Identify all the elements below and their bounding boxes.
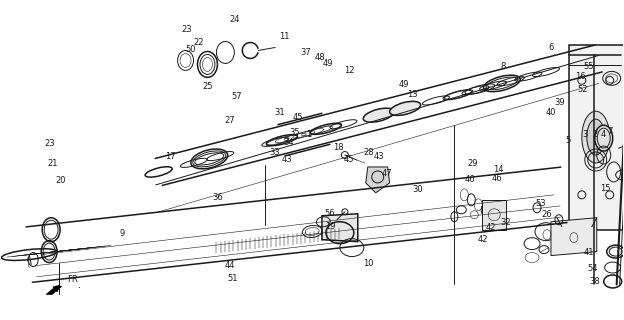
Text: 21: 21 <box>47 159 57 168</box>
Text: 49: 49 <box>399 80 409 89</box>
Text: 3: 3 <box>583 130 588 139</box>
Polygon shape <box>569 45 623 230</box>
Polygon shape <box>46 286 62 294</box>
Text: 57: 57 <box>231 92 241 101</box>
Text: 13: 13 <box>407 90 418 99</box>
Text: 43: 43 <box>282 155 293 164</box>
Text: 36: 36 <box>212 193 223 202</box>
Text: 11: 11 <box>279 32 290 41</box>
Text: 40: 40 <box>546 108 557 117</box>
Text: 17: 17 <box>165 152 176 161</box>
Text: 25: 25 <box>202 82 213 91</box>
Text: 44: 44 <box>225 261 235 270</box>
Text: 34: 34 <box>283 138 294 147</box>
Text: 8: 8 <box>500 61 506 70</box>
Text: 55: 55 <box>583 62 593 71</box>
Text: 54: 54 <box>588 264 598 274</box>
Text: 19: 19 <box>325 222 336 231</box>
Text: 43: 43 <box>374 152 384 161</box>
Text: 35: 35 <box>290 128 300 137</box>
Text: 52: 52 <box>577 85 588 94</box>
Ellipse shape <box>363 108 394 122</box>
Ellipse shape <box>389 101 421 116</box>
Text: 39: 39 <box>554 98 565 107</box>
Text: 9: 9 <box>120 229 125 238</box>
Text: 32: 32 <box>500 218 511 227</box>
Text: 38: 38 <box>589 277 600 286</box>
Polygon shape <box>322 214 358 242</box>
Text: 53: 53 <box>535 199 546 208</box>
Text: 10: 10 <box>363 259 373 268</box>
Ellipse shape <box>587 119 605 155</box>
Text: 51: 51 <box>227 274 238 283</box>
Text: 7: 7 <box>608 127 613 136</box>
Text: 49: 49 <box>322 59 333 68</box>
Text: 23: 23 <box>181 25 192 34</box>
Text: 50: 50 <box>185 44 196 54</box>
Text: 30: 30 <box>412 185 423 194</box>
Text: 46: 46 <box>492 174 502 183</box>
Text: 48: 48 <box>314 53 324 62</box>
Text: 56: 56 <box>324 209 334 218</box>
Text: 33: 33 <box>270 148 280 157</box>
Polygon shape <box>366 167 389 193</box>
Polygon shape <box>482 200 506 230</box>
Text: 47: 47 <box>381 169 392 178</box>
Text: 15: 15 <box>600 184 610 193</box>
Text: 37: 37 <box>300 48 311 57</box>
Text: 27: 27 <box>225 116 235 125</box>
Text: 16: 16 <box>575 72 586 81</box>
Ellipse shape <box>595 125 613 151</box>
Text: 45: 45 <box>344 155 354 164</box>
Text: 26: 26 <box>542 210 552 219</box>
Text: FR: FR <box>67 276 78 284</box>
Text: .: . <box>78 280 81 290</box>
Text: 22: 22 <box>193 38 204 47</box>
Text: 18: 18 <box>333 143 343 152</box>
Text: 46: 46 <box>465 175 475 184</box>
Text: 6: 6 <box>548 43 554 52</box>
Text: 29: 29 <box>467 159 477 168</box>
Text: 28: 28 <box>364 148 374 157</box>
Text: 24: 24 <box>229 15 240 24</box>
Text: 12: 12 <box>344 66 354 75</box>
Text: 42: 42 <box>485 223 496 232</box>
Text: 5: 5 <box>565 136 570 145</box>
Text: 14: 14 <box>493 165 504 174</box>
Polygon shape <box>551 218 597 256</box>
Text: 2: 2 <box>592 130 597 139</box>
Text: 42: 42 <box>477 235 488 244</box>
Ellipse shape <box>582 111 610 163</box>
Text: 41: 41 <box>583 248 593 257</box>
Text: 1: 1 <box>306 130 311 139</box>
Text: 4: 4 <box>600 130 605 139</box>
Ellipse shape <box>562 227 592 249</box>
Text: 31: 31 <box>275 108 285 117</box>
Text: 20: 20 <box>55 176 66 185</box>
Text: 23: 23 <box>44 139 55 148</box>
Text: 45: 45 <box>293 114 304 123</box>
